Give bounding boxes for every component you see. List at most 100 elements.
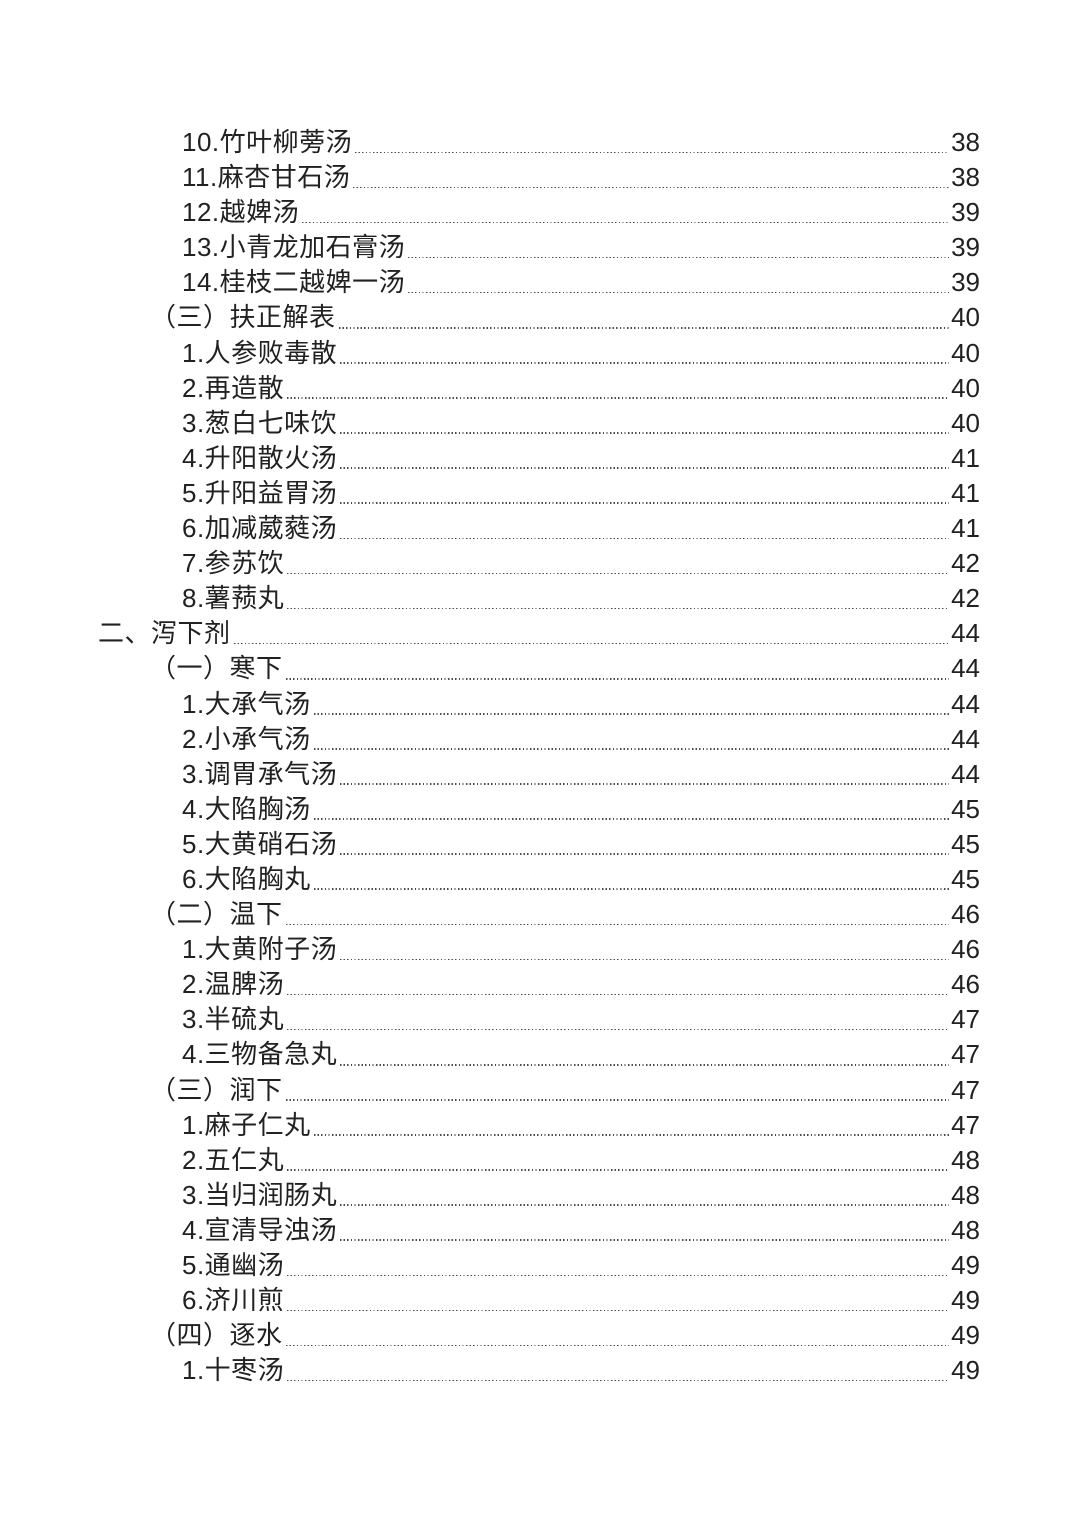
toc-entry: （一）寒下 44	[0, 651, 980, 686]
toc-entry-label: 3.当归润肠丸	[182, 1179, 338, 1210]
toc-entry-page-number: 42	[951, 583, 980, 614]
toc-leader-dots	[340, 537, 950, 540]
toc-entry-label: 6.大陷胸丸	[182, 863, 311, 894]
toc-entry-label: 4.宣清导浊汤	[182, 1214, 338, 1245]
toc-entry-label: 7.参苏饮	[182, 548, 285, 579]
toc-entry: 5.大黄硝石汤 45	[0, 827, 980, 862]
toc-entry-page-number: 44	[951, 653, 980, 684]
toc-entry-label: 11.麻杏甘石汤	[182, 162, 351, 193]
toc-entry-page-number: 47	[951, 1039, 980, 1070]
toc-leader-dots	[353, 186, 950, 189]
toc-entry-label: 6.加减葳蕤汤	[182, 513, 338, 544]
toc-entry: 14.桂枝二越婢一汤 39	[0, 265, 980, 300]
toc-leader-dots	[287, 1028, 950, 1031]
toc-entry-label: 1.人参败毒散	[182, 337, 338, 368]
toc-entry: （三）扶正解表 40	[0, 300, 980, 335]
toc-entry-label: 6.济川煎	[182, 1285, 285, 1316]
toc-entry-page-number: 42	[951, 548, 980, 579]
toc-entry: 12.越婢汤 39	[0, 195, 980, 230]
toc-entry-page-number: 41	[951, 513, 980, 544]
toc-entry: 6.加减葳蕤汤 41	[0, 511, 980, 546]
toc-leader-dots	[287, 1379, 950, 1382]
toc-entry-label: 3.半硫丸	[182, 1004, 285, 1035]
toc-leader-dots	[287, 1169, 950, 1171]
toc-entry-page-number: 49	[951, 1320, 980, 1351]
toc-entry-page-number: 49	[951, 1355, 980, 1386]
toc-entry-label: 12.越婢汤	[182, 197, 300, 228]
toc-entry-label: 14.桂枝二越婢一汤	[182, 267, 406, 298]
toc-entry-page-number: 39	[951, 267, 980, 298]
toc-entry: 4.三物备急丸 47	[0, 1037, 980, 1072]
toc-entry-page-number: 40	[951, 407, 980, 438]
toc-entry: 2.五仁丸 48	[0, 1143, 980, 1178]
toc-list: 10.竹叶柳蒡汤 38 11.麻杏甘石汤 38 12.越婢汤 39 13.小青龙…	[0, 125, 980, 1388]
toc-leader-dots	[287, 607, 950, 610]
toc-entry-page-number: 47	[951, 1109, 980, 1140]
toc-entry-page-number: 46	[951, 899, 980, 930]
toc-entry: （三）润下 47	[0, 1073, 980, 1108]
toc-entry: 二、泻下剂 44	[0, 616, 980, 651]
toc-leader-dots	[340, 432, 950, 434]
toc-leader-dots	[287, 1274, 950, 1277]
toc-entry-label: 1.麻子仁丸	[182, 1109, 311, 1140]
toc-entry-label: 2.再造散	[182, 372, 285, 403]
toc-leader-dots	[285, 1344, 950, 1347]
toc-entry-label: 13.小青龙加石膏汤	[182, 232, 406, 263]
toc-entry-page-number: 49	[951, 1285, 980, 1316]
toc-leader-dots	[285, 677, 950, 680]
toc-entry-page-number: 44	[951, 688, 980, 719]
toc-leader-dots	[340, 502, 950, 505]
toc-entry: 6.济川煎 49	[0, 1283, 980, 1318]
toc-entry: 4.宣清导浊汤 48	[0, 1213, 980, 1248]
toc-entry-label: 2.温脾汤	[182, 969, 285, 1000]
toc-entry-label: （一）寒下	[150, 653, 283, 684]
toc-entry-label: 5.通幽汤	[182, 1250, 285, 1280]
toc-entry-label: 3.调胃承气汤	[182, 758, 338, 789]
toc-leader-dots	[340, 467, 950, 469]
toc-leader-dots	[340, 1204, 950, 1206]
toc-entry: 2.小承气汤 44	[0, 722, 980, 757]
toc-entry: 1.大承气汤 44	[0, 687, 980, 722]
toc-entry-page-number: 45	[951, 828, 980, 859]
toc-leader-dots	[233, 642, 950, 645]
toc-entry: 2.再造散 40	[0, 371, 980, 406]
toc-entry: 4.大陷胸汤 45	[0, 792, 980, 827]
toc-entry: 7.参苏饮 42	[0, 546, 980, 581]
toc-entry-page-number: 38	[951, 162, 980, 193]
toc-leader-dots	[340, 783, 950, 785]
toc-entry-page-number: 40	[951, 302, 980, 333]
toc-entry-page-number: 40	[951, 372, 980, 403]
toc-leader-dots	[313, 818, 950, 820]
toc-entry-page-number: 44	[951, 723, 980, 754]
toc-entry-label: 4.三物备急丸	[182, 1039, 338, 1070]
toc-entry-label: 8.薯蓣丸	[182, 583, 285, 614]
toc-leader-dots	[285, 923, 950, 926]
toc-entry-label: 2.五仁丸	[182, 1144, 285, 1175]
toc-entry-label: （三）润下	[150, 1074, 283, 1105]
toc-entry-page-number: 44	[951, 758, 980, 789]
toc-entry-page-number: 44	[951, 618, 980, 649]
toc-entry: 6.大陷胸丸 45	[0, 862, 980, 897]
toc-leader-dots	[313, 888, 950, 891]
toc-leader-dots	[408, 256, 950, 259]
toc-leader-dots	[287, 993, 950, 996]
toc-entry-page-number: 41	[951, 442, 980, 473]
toc-entry-page-number: 48	[951, 1214, 980, 1245]
toc-entry-page-number: 46	[951, 934, 980, 965]
toc-entry: 10.竹叶柳蒡汤 38	[0, 125, 980, 160]
toc-entry: 5.升阳益胃汤 41	[0, 476, 980, 511]
toc-entry-page-number: 40	[951, 337, 980, 368]
toc-entry-page-number: 39	[951, 197, 980, 228]
toc-leader-dots	[302, 221, 950, 224]
toc-entry: （四）逐水 49	[0, 1318, 980, 1353]
toc-leader-dots	[340, 853, 950, 855]
toc-leader-dots	[313, 713, 950, 715]
toc-entry-page-number: 46	[951, 969, 980, 1000]
toc-entry-page-number: 45	[951, 863, 980, 894]
toc-entry-page-number: 41	[951, 477, 980, 508]
toc-entry-label: 4.升阳散火汤	[182, 442, 338, 473]
toc-entry-page-number: 47	[951, 1074, 980, 1105]
toc-entry-label: （三）扶正解表	[150, 302, 336, 333]
toc-leader-dots	[338, 326, 950, 329]
